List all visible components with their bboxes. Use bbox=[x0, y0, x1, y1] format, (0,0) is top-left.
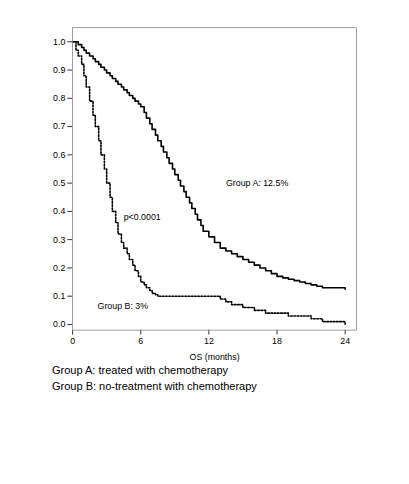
svg-text:p<0.0001: p<0.0001 bbox=[124, 212, 161, 222]
svg-text:Group B: 3%: Group B: 3% bbox=[98, 301, 149, 311]
svg-text:0.4: 0.4 bbox=[53, 206, 65, 216]
svg-text:0.5: 0.5 bbox=[53, 178, 65, 188]
svg-text:0.7: 0.7 bbox=[53, 121, 65, 131]
svg-text:12: 12 bbox=[204, 336, 214, 346]
svg-text:6: 6 bbox=[138, 336, 143, 346]
svg-text:18: 18 bbox=[272, 336, 282, 346]
svg-text:OS (months): OS (months) bbox=[190, 352, 240, 362]
svg-text:24: 24 bbox=[340, 336, 350, 346]
svg-text:0.2: 0.2 bbox=[53, 263, 65, 273]
html-text:Group A: treated with chemothe: Group A: treated with chemotherapy bbox=[52, 363, 229, 376]
svg-text:0.9: 0.9 bbox=[53, 65, 65, 75]
svg-text:Group A: 12.5%: Group A: 12.5% bbox=[226, 178, 288, 188]
svg-text:0.6: 0.6 bbox=[53, 150, 65, 160]
svg-text:1.0: 1.0 bbox=[53, 37, 65, 47]
html-text:Group B: no-treatment with che: Group B: no-treatment with chemotherapy bbox=[52, 379, 257, 392]
svg-text:0.0: 0.0 bbox=[53, 319, 65, 329]
svg-text:0: 0 bbox=[70, 336, 75, 346]
svg-text:0.1: 0.1 bbox=[53, 291, 65, 301]
svg-text:0.8: 0.8 bbox=[53, 93, 65, 103]
svg-text:0.3: 0.3 bbox=[53, 234, 65, 244]
